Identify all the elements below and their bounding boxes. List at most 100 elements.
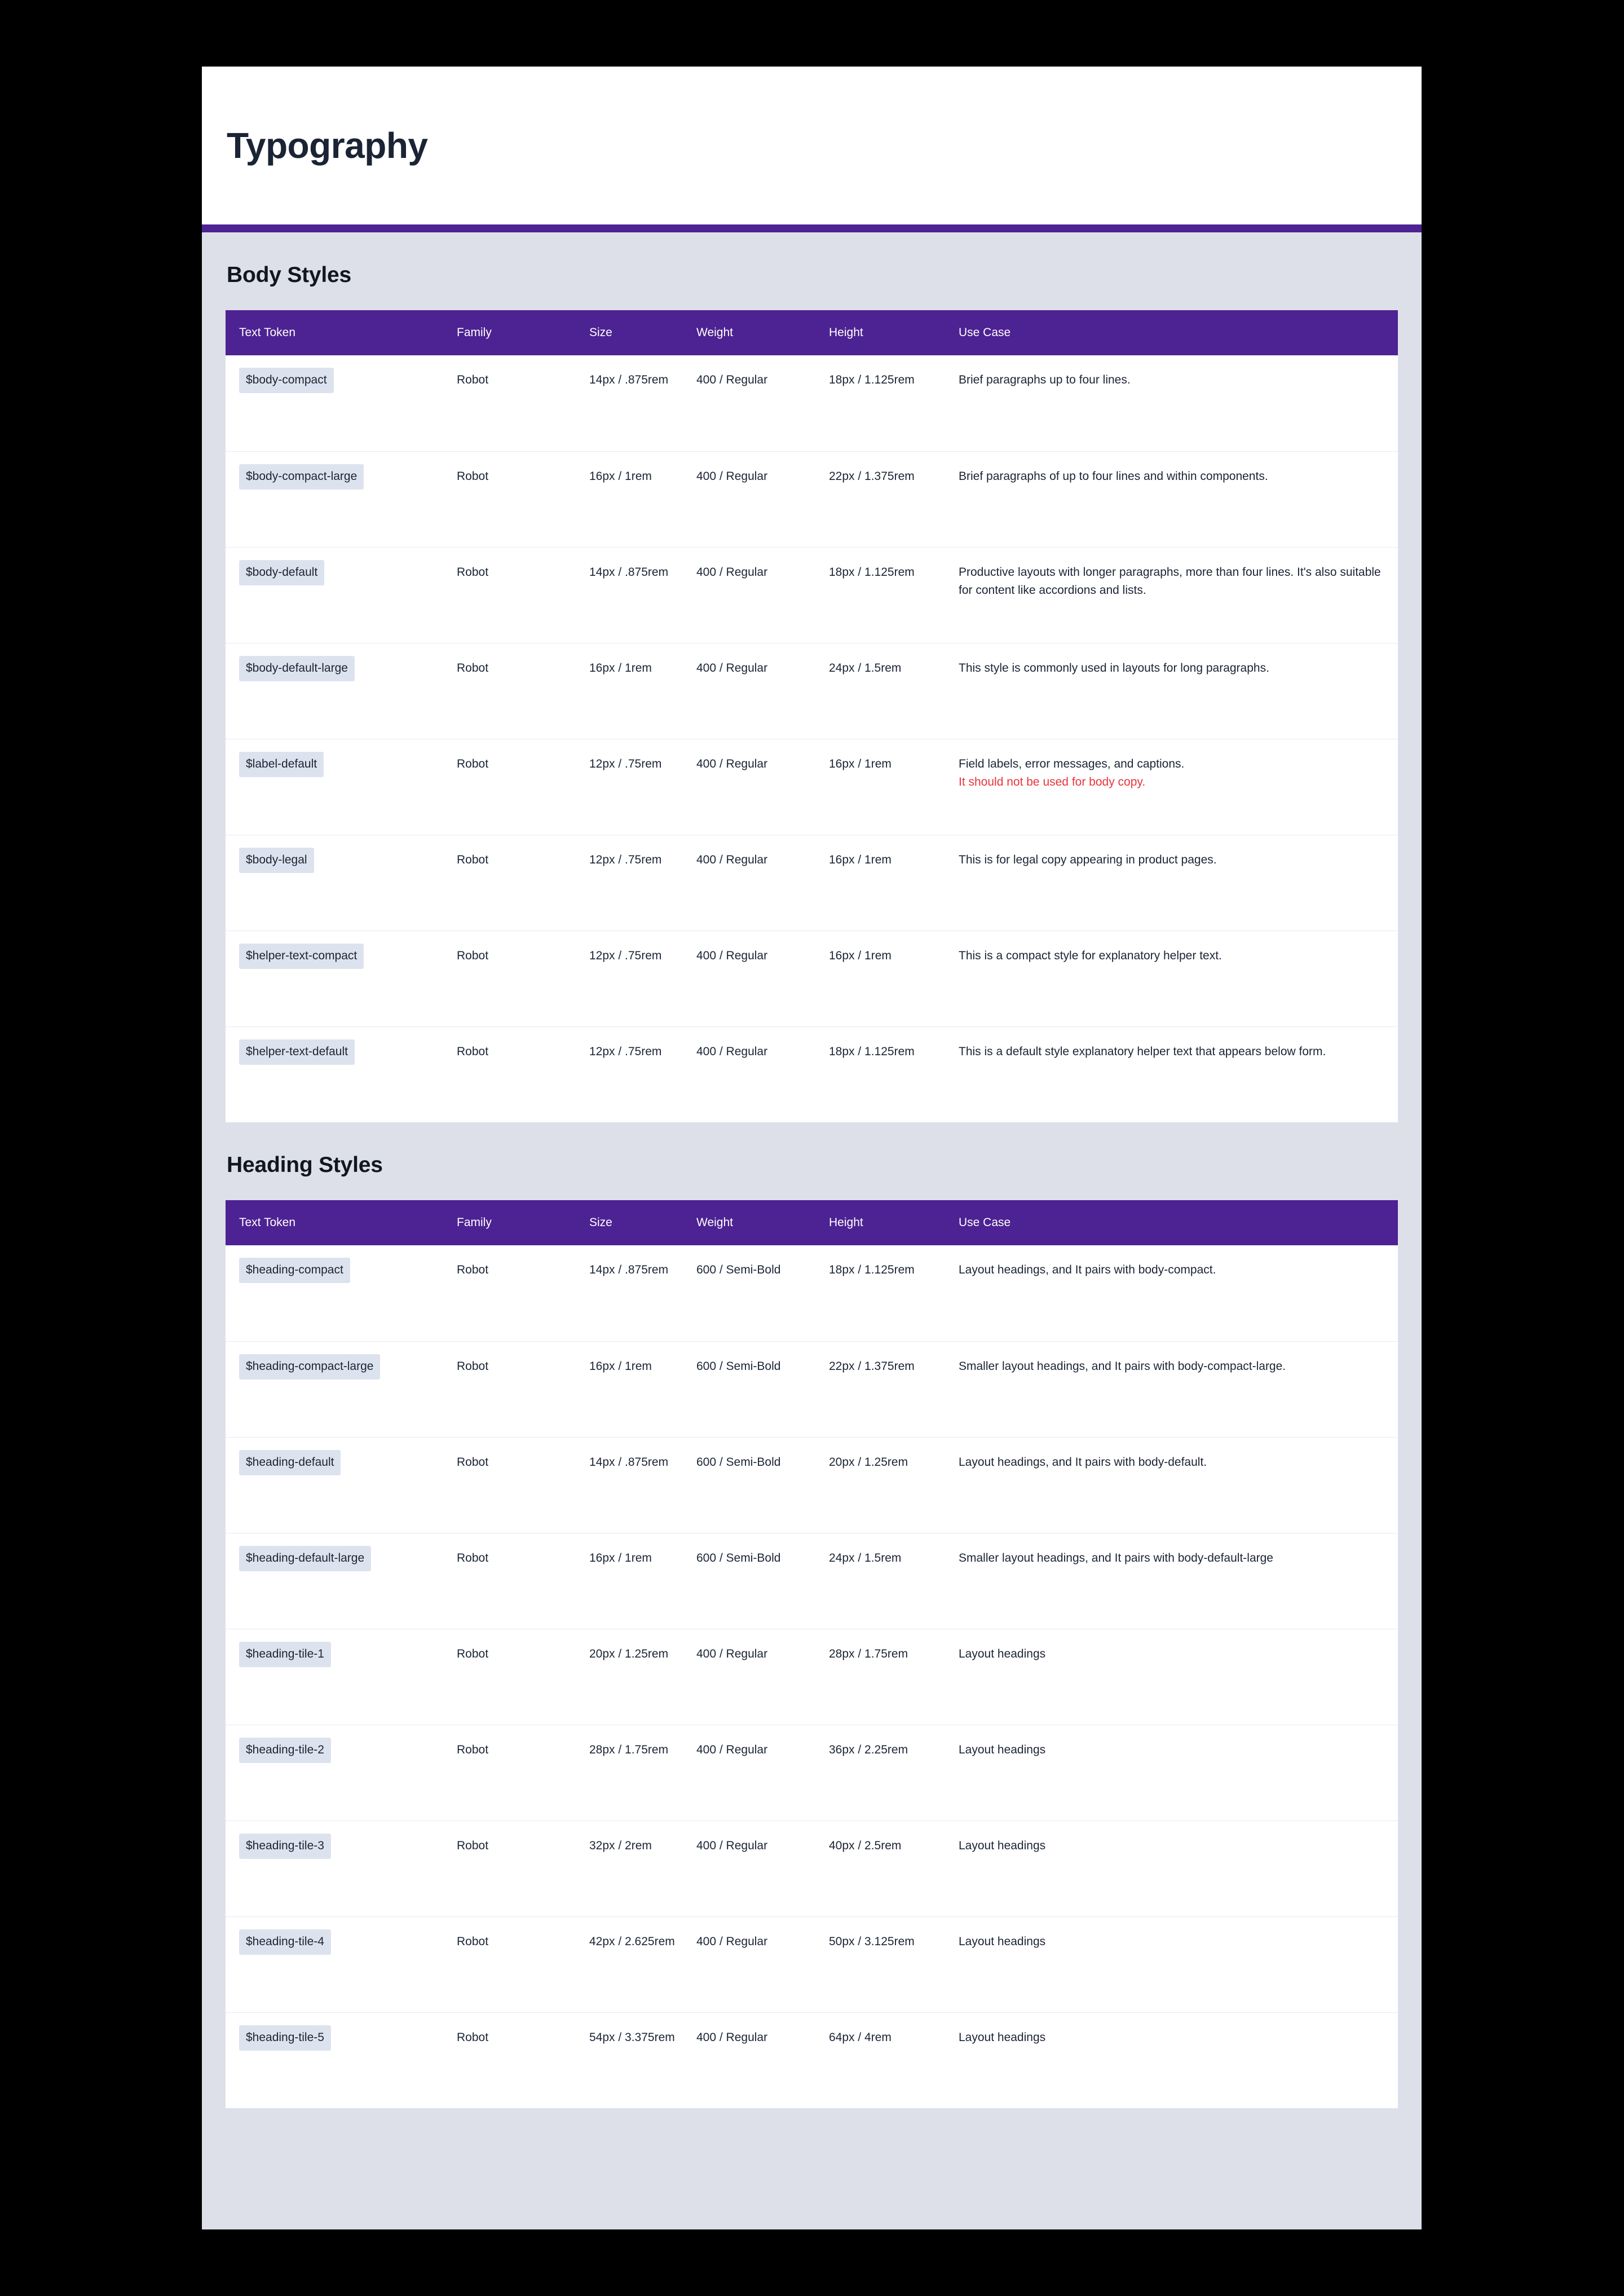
token-chip[interactable]: $body-default-large [239, 655, 355, 681]
usecase-text: Layout headings [959, 1647, 1046, 1660]
table-row: $heading-tile-1 Robot 20px / 1.25rem 400 / … [226, 1629, 1398, 1725]
token-chip[interactable]: $heading-default [239, 1449, 341, 1475]
column-header-weight: Weight [696, 326, 733, 339]
cell-token: $body-compact [226, 355, 457, 451]
cell-height: 28px / 1.75rem [829, 1647, 908, 1660]
cell-usecase: Layout headings [959, 2012, 1398, 2108]
cell-weight: 400 / Regular [696, 565, 768, 579]
cell-size: 28px / 1.75rem [589, 1743, 669, 1756]
cell-family: Robot [457, 1743, 489, 1756]
column-header-height: Height [829, 1216, 863, 1229]
table-row: $heading-compact Robot 14px / .875rem 600 /… [226, 1245, 1398, 1341]
cell-weight: 400 / Regular [696, 757, 768, 770]
usecase-text: This is a compact style for explanatory … [959, 949, 1222, 962]
cell-size: 12px / .75rem [589, 1045, 662, 1058]
table-row: $body-default Robot 14px / .875rem 400 / Re… [226, 547, 1398, 643]
section-title: Body Styles [227, 263, 352, 287]
cell-usecase: This is a compact style for explanatory … [959, 931, 1398, 1026]
cell-family: Robot [457, 2030, 489, 2044]
usecase-text: Layout headings [959, 1839, 1046, 1852]
cell-height: 36px / 2.25rem [829, 1743, 908, 1756]
cell-token: $helper-text-compact [226, 931, 457, 1026]
token-chip[interactable]: $label-default [239, 751, 324, 777]
token-chip[interactable]: $heading-compact-large [239, 1354, 381, 1380]
cell-token: $heading-tile-1 [226, 1629, 457, 1725]
cell-height: 16px / 1rem [829, 853, 892, 866]
token-chip[interactable]: $heading-tile-2 [239, 1737, 331, 1763]
column-header-size: Size [589, 1216, 612, 1229]
cell-size: 12px / .75rem [589, 757, 662, 770]
token-chip[interactable]: $heading-compact [239, 1258, 350, 1283]
cell-token: $body-default-large [226, 643, 457, 739]
cell-usecase: Layout headings, and It pairs with body-… [959, 1437, 1398, 1533]
token-chip[interactable]: $heading-tile-4 [239, 1929, 331, 1955]
sections-root: Body Styles Text Token Family Size Weight Hei… [226, 232, 1398, 2108]
table-row: $heading-tile-4 Robot 42px / 2.625rem 400 /… [226, 1916, 1398, 2012]
cell-weight: 600 / Semi-Bold [696, 1263, 781, 1276]
cell-usecase: Smaller layout headings, and It pairs wi… [959, 1341, 1398, 1437]
table-row: $body-compact-large Robot 16px / 1rem 400 /… [226, 451, 1398, 547]
column-header-usecase: Use Case [959, 326, 1011, 339]
cell-weight: 400 / Regular [696, 1934, 768, 1948]
token-chip[interactable]: $heading-tile-3 [239, 1833, 331, 1859]
cell-size: 42px / 2.625rem [589, 1934, 675, 1948]
cell-weight: 400 / Regular [696, 1647, 768, 1660]
token-chip[interactable]: $body-compact-large [239, 464, 364, 490]
table-row: $heading-tile-5 Robot 54px / 3.375rem 400 /… [226, 2012, 1398, 2108]
usecase-text: Field labels, error messages, and captio… [959, 757, 1185, 770]
usecase-text: Productive layouts with longer paragraph… [959, 565, 1381, 597]
cell-height: 40px / 2.5rem [829, 1839, 902, 1852]
cell-height: 22px / 1.375rem [829, 469, 915, 483]
cell-size: 54px / 3.375rem [589, 2030, 675, 2044]
cell-family: Robot [457, 661, 489, 675]
cell-family: Robot [457, 757, 489, 770]
usecase-text: Layout headings, and It pairs with body-… [959, 1263, 1216, 1276]
cell-family: Robot [457, 949, 489, 962]
cell-weight: 400 / Regular [696, 1839, 768, 1852]
cell-weight: 400 / Regular [696, 661, 768, 675]
token-chip[interactable]: $body-default [239, 559, 325, 585]
cell-usecase: Layout headings, and It pairs with body-… [959, 1245, 1398, 1341]
token-chip[interactable]: $heading-tile-5 [239, 2025, 331, 2051]
page-masthead: Typography [202, 67, 1422, 224]
table-row: $helper-text-compact Robot 12px / .75rem 40… [226, 931, 1398, 1026]
cell-height: 50px / 3.125rem [829, 1934, 915, 1948]
usecase-warning-text: It should not be used for body copy. [959, 775, 1146, 789]
cell-height: 24px / 1.5rem [829, 1551, 902, 1565]
cell-token: $heading-tile-2 [226, 1725, 457, 1821]
cell-usecase: Productive layouts with longer paragraph… [959, 547, 1398, 643]
section-title: Heading Styles [227, 1153, 383, 1177]
cell-weight: 600 / Semi-Bold [696, 1455, 781, 1469]
token-chip[interactable]: $body-compact [239, 368, 334, 393]
styles-section: Heading Styles Text Token Family Size Weight… [226, 1122, 1398, 2108]
cell-size: 14px / .875rem [589, 1263, 669, 1276]
token-table: Text Token Family Size Weight Height Use Case… [226, 1200, 1398, 2108]
table-row: $heading-default-large Robot 16px / 1rem 60… [226, 1533, 1398, 1629]
cell-token: $label-default [226, 739, 457, 835]
cell-weight: 400 / Regular [696, 949, 768, 962]
usecase-text: Layout headings, and It pairs with body-… [959, 1455, 1207, 1469]
cell-size: 12px / .75rem [589, 949, 662, 962]
token-chip[interactable]: $helper-text-compact [239, 943, 364, 969]
cell-token: $heading-tile-5 [226, 2012, 457, 2108]
token-chip[interactable]: $body-legal [239, 847, 314, 873]
token-chip[interactable]: $helper-text-default [239, 1039, 355, 1065]
column-header-size: Size [589, 326, 612, 339]
cell-size: 14px / .875rem [589, 373, 669, 386]
token-chip[interactable]: $heading-tile-1 [239, 1641, 331, 1667]
cell-family: Robot [457, 565, 489, 579]
cell-weight: 600 / Semi-Bold [696, 1551, 781, 1565]
page-title: Typography [227, 125, 428, 166]
cell-token: $heading-compact-large [226, 1341, 457, 1437]
cell-family: Robot [457, 1551, 489, 1565]
column-header-token: Text Token [239, 1216, 296, 1229]
cell-size: 16px / 1rem [589, 1359, 652, 1373]
token-chip[interactable]: $heading-default-large [239, 1545, 372, 1571]
cell-size: 12px / .75rem [589, 853, 662, 866]
usecase-text: This is a default style explanatory help… [959, 1045, 1326, 1058]
cell-height: 22px / 1.375rem [829, 1359, 915, 1373]
cell-weight: 400 / Regular [696, 1045, 768, 1058]
table-header-row: Text Token Family Size Weight Height Use Case [226, 310, 1398, 355]
cell-usecase: Layout headings [959, 1725, 1398, 1821]
cell-family: Robot [457, 853, 489, 866]
